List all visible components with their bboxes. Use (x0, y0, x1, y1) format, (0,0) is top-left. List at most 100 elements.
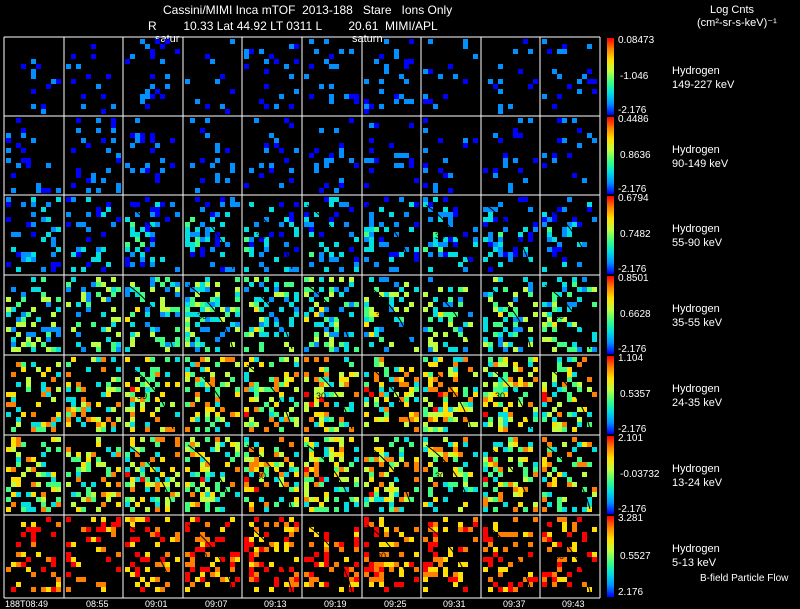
heatmap-cell (76, 417, 81, 422)
heatmap-cell (244, 347, 249, 352)
heatmap-cell (111, 292, 116, 297)
heatmap-cell (51, 377, 56, 382)
heatmap-cell (314, 577, 319, 582)
colorbar-min-label: -2.176 (618, 105, 647, 116)
heatmap-cell (36, 64, 41, 69)
heatmap-cell (498, 377, 503, 382)
heatmap-cell (384, 39, 389, 44)
heatmap-cell (31, 212, 36, 217)
heatmap-cell (279, 183, 284, 188)
heatmap-cell (324, 557, 329, 562)
heatmap-cell (230, 307, 235, 312)
heatmap-cell (264, 462, 269, 467)
heatmap-cell (547, 227, 552, 232)
heatmap-cell (205, 287, 210, 292)
heatmap-cell (294, 422, 299, 427)
heatmap-cell (200, 178, 205, 183)
heatmap-cell (101, 517, 106, 522)
heatmap-cell (244, 482, 249, 487)
heatmap-cell (220, 507, 225, 512)
heatmap-cell (230, 168, 235, 173)
heatmap-cell (354, 447, 359, 452)
heatmap-cell (254, 387, 259, 392)
heatmap-cell (309, 507, 314, 512)
heatmap-cell (21, 292, 26, 297)
heatmap-cell (354, 237, 359, 242)
heatmap-cell (582, 74, 587, 79)
heatmap-panel (185, 517, 240, 593)
heatmap-cell (41, 567, 46, 572)
heatmap-cell (155, 39, 160, 44)
heatmap-cell (259, 447, 264, 452)
heatmap-cell (433, 457, 438, 462)
heatmap-cell (498, 312, 503, 317)
heatmap-cell (324, 372, 329, 377)
heatmap-cell (433, 467, 438, 472)
heatmap-cell (91, 482, 96, 487)
heatmap-cell (354, 542, 359, 547)
heatmap-panel (244, 357, 299, 432)
heatmap-cell (284, 412, 289, 417)
heatmap-cell (443, 207, 448, 212)
heatmap-cell (557, 118, 562, 123)
heatmap-cell (26, 158, 31, 163)
heatmap-cell (279, 357, 284, 362)
heatmap-cell (235, 387, 240, 392)
heatmap-cell (230, 412, 235, 417)
heatmap-cell (577, 242, 582, 247)
heatmap-cell (483, 412, 488, 417)
bfield-arc (246, 284, 293, 350)
heatmap-cell (533, 502, 538, 507)
heatmap-cell (483, 467, 488, 472)
heatmap-cell (542, 212, 547, 217)
heatmap-cell (404, 59, 409, 64)
heatmap-cell (309, 497, 314, 502)
heatmap-cell (458, 467, 463, 472)
heatmap-cell (557, 507, 562, 512)
heatmap-cell (165, 217, 170, 222)
heatmap-cell (116, 402, 121, 407)
heatmap-cell (528, 357, 533, 362)
heatmap-cell (66, 447, 71, 452)
heatmap-cell (453, 572, 458, 577)
heatmap-cell (210, 59, 215, 64)
heatmap-cell (448, 547, 453, 552)
heatmap-cell (6, 392, 11, 397)
heatmap-cell (155, 382, 160, 387)
heatmap-cell (165, 487, 170, 492)
heatmap-cell (319, 382, 324, 387)
heatmap-cell (384, 412, 389, 417)
heatmap-cell (404, 79, 409, 84)
heatmap-cell (577, 417, 582, 422)
heatmap-cell (547, 502, 552, 507)
heatmap-cell (552, 447, 557, 452)
heatmap-cell (66, 197, 71, 202)
heatmap-cell (230, 357, 235, 362)
heatmap-cell (165, 502, 170, 507)
heatmap-cell (528, 282, 533, 287)
heatmap-cell (414, 467, 419, 472)
heatmap-cell (349, 427, 354, 432)
heatmap-cell (309, 402, 314, 407)
heatmap-cell (463, 402, 468, 407)
heatmap-cell (230, 562, 235, 567)
heatmap-cell (334, 562, 339, 567)
heatmap-cell (433, 387, 438, 392)
heatmap-cell (185, 342, 190, 347)
heatmap-cell (448, 302, 453, 307)
heatmap-cell (274, 412, 279, 417)
heatmap-cell (140, 402, 145, 407)
heatmap-cell (11, 342, 16, 347)
heatmap-cell (384, 197, 389, 202)
heatmap-cell (26, 502, 31, 507)
heatmap-cell (488, 267, 493, 272)
heatmap-cell (567, 392, 572, 397)
heatmap-cell (170, 492, 175, 497)
heatmap-cell (523, 247, 528, 252)
heatmap-cell (438, 217, 443, 222)
heatmap-cell (111, 522, 116, 527)
heatmap-panel (6, 277, 61, 352)
heatmap-cell (111, 472, 116, 477)
heatmap-cell (244, 387, 249, 392)
heatmap-cell (41, 507, 46, 512)
